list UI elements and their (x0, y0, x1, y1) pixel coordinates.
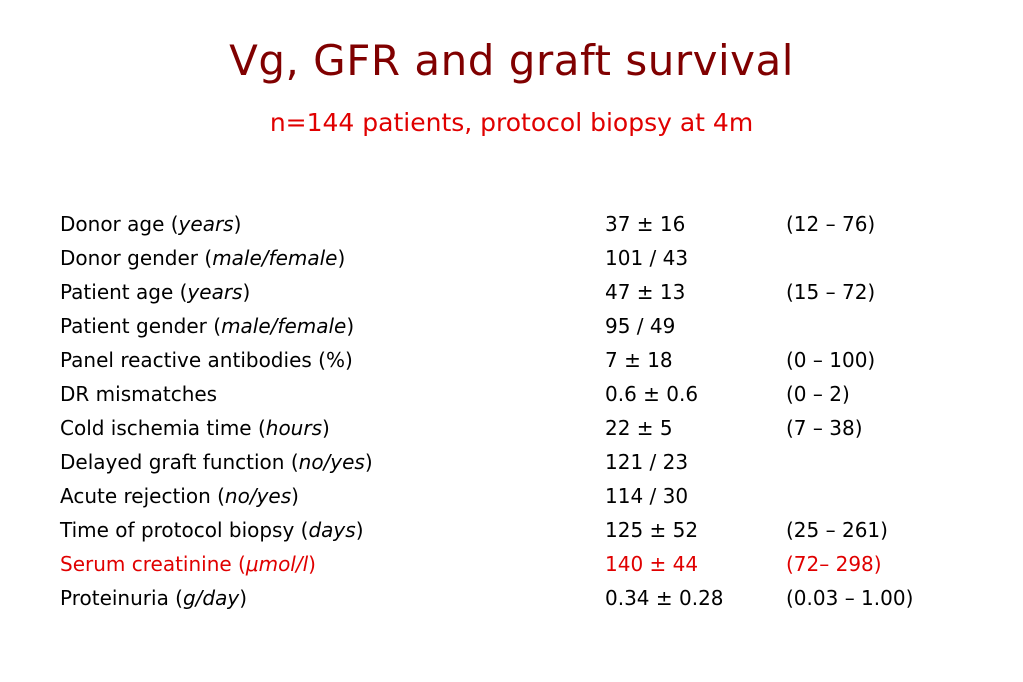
slide-subtitle: n=144 patients, protocol biopsy at 4m (269, 108, 754, 137)
row-value: 121 / 23 (605, 450, 689, 474)
row-value: 0.6 ± 0.6 (605, 382, 699, 406)
row-range: (12 – 76) (786, 212, 876, 236)
table-row: Time of protocol biopsy (days) 125 ± 52 … (0, 518, 1023, 552)
table-row: Patient age (years) 47 ± 13 (15 – 72) (0, 280, 1023, 314)
table-row: Acute rejection (no/yes) 114 / 30 (0, 484, 1023, 518)
row-value: 7 ± 18 (605, 348, 673, 372)
table-row: Donor age (years) 37 ± 16 (12 – 76) (0, 212, 1023, 246)
row-label: Patient age (years) (60, 280, 251, 304)
table-row: DR mismatches 0.6 ± 0.6 (0 – 2) (0, 382, 1023, 416)
table-row: Patient gender (male/female) 95 / 49 (0, 314, 1023, 348)
row-label: Donor gender (male/female) (60, 246, 346, 270)
row-range: (15 – 72) (786, 280, 876, 304)
row-value: 125 ± 52 (605, 518, 699, 542)
row-value: 101 / 43 (605, 246, 689, 270)
row-value: 37 ± 16 (605, 212, 686, 236)
row-range: (0 – 100) (786, 348, 876, 372)
row-value: 140 ± 44 (605, 552, 699, 576)
table-row: Delayed graft function (no/yes) 121 / 23 (0, 450, 1023, 484)
row-value: 47 ± 13 (605, 280, 686, 304)
row-label: Time of protocol biopsy (days) (60, 518, 364, 542)
table-row: Proteinuria (g/day) 0.34 ± 0.28 (0.03 – … (0, 586, 1023, 620)
row-label: Serum creatinine (μmol/l) (60, 552, 316, 576)
row-label: Delayed graft function (no/yes) (60, 450, 373, 474)
row-label: Patient gender (male/female) (60, 314, 355, 338)
row-range: (25 – 261) (786, 518, 888, 542)
table-row: Cold ischemia time (hours) 22 ± 5 (7 – 3… (0, 416, 1023, 450)
row-label: Panel reactive antibodies (%) (60, 348, 353, 372)
row-label: Donor age (years) (60, 212, 242, 236)
row-label: Cold ischemia time (hours) (60, 416, 330, 440)
row-value: 22 ± 5 (605, 416, 673, 440)
row-label: DR mismatches (60, 382, 218, 406)
table-row: Panel reactive antibodies (%) 7 ± 18 (0 … (0, 348, 1023, 382)
row-range: (0 – 2) (786, 382, 850, 406)
row-label: Proteinuria (g/day) (60, 586, 248, 610)
table-row: Donor gender (male/female) 101 / 43 (0, 246, 1023, 280)
row-value: 0.34 ± 0.28 (605, 586, 724, 610)
row-range: (7 – 38) (786, 416, 863, 440)
slide-title: Vg, GFR and graft survival (229, 36, 794, 85)
row-value: 114 / 30 (605, 484, 689, 508)
table-row: Serum creatinine (μmol/l) 140 ± 44 (72– … (0, 552, 1023, 586)
row-range: (0.03 – 1.00) (786, 586, 914, 610)
row-value: 95 / 49 (605, 314, 676, 338)
row-label: Acute rejection (no/yes) (60, 484, 299, 508)
row-range: (72– 298) (786, 552, 882, 576)
